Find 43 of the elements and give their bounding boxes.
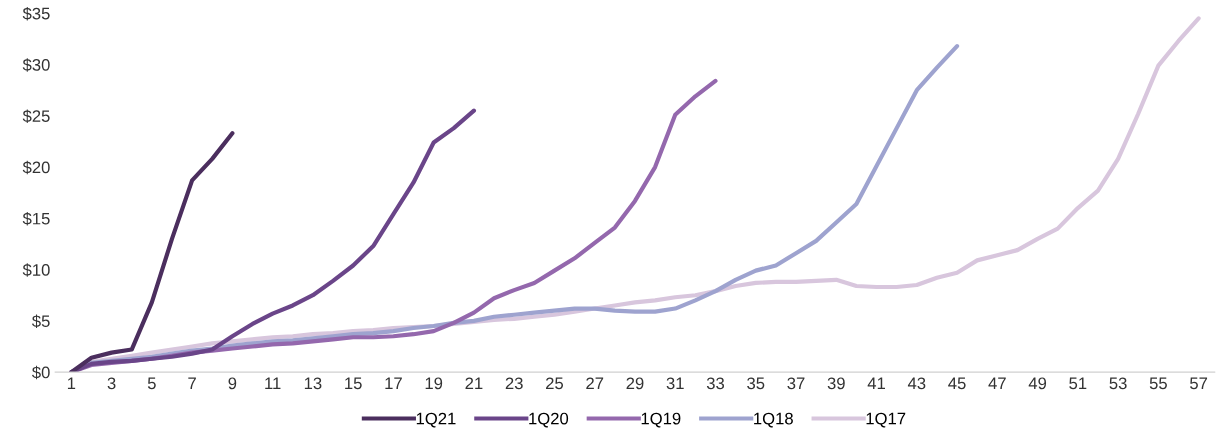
x-tick-label: 43 bbox=[907, 377, 926, 390]
y-tick-label: $5 bbox=[32, 314, 50, 329]
x-tick-label: 25 bbox=[546, 377, 564, 390]
x-tick-label: 23 bbox=[505, 377, 523, 390]
x-tick-label: 31 bbox=[666, 377, 684, 390]
x-tick-label: 9 bbox=[228, 377, 237, 390]
x-tick-label: 3 bbox=[107, 377, 116, 390]
legend-label: 1Q20 bbox=[529, 412, 569, 428]
y-tick-label: $15 bbox=[22, 212, 50, 226]
x-tick-label: 19 bbox=[425, 377, 443, 390]
x-tick-label: 45 bbox=[948, 377, 966, 390]
y-tick-label: $10 bbox=[22, 263, 50, 277]
y-tick-label: $25 bbox=[22, 109, 50, 124]
x-tick-label: 41 bbox=[867, 377, 885, 390]
x-tick-label: 49 bbox=[1028, 377, 1047, 390]
x-tick-label: 39 bbox=[827, 377, 845, 390]
legend-label: 1Q18 bbox=[754, 412, 793, 428]
x-tick-label: 37 bbox=[787, 377, 805, 390]
legend-label: 1Q21 bbox=[416, 412, 456, 428]
legend-label: 1Q19 bbox=[641, 412, 681, 428]
x-tick-label: 57 bbox=[1190, 377, 1208, 390]
x-tick-label: 5 bbox=[147, 377, 156, 390]
x-tick-label: 13 bbox=[304, 377, 322, 390]
line-series bbox=[69, 131, 235, 373]
x-tick-label: 11 bbox=[265, 377, 281, 390]
y-tick-label: $20 bbox=[22, 160, 50, 175]
y-tick-label: $0 bbox=[32, 365, 50, 380]
x-tick-label: 35 bbox=[747, 377, 765, 390]
x-tick-label: 29 bbox=[626, 377, 644, 390]
x-tick-label: 27 bbox=[586, 377, 604, 390]
x-tick-label: 7 bbox=[188, 377, 196, 390]
y-tick-label: $30 bbox=[22, 58, 50, 72]
x-tick-label: 33 bbox=[706, 377, 725, 390]
x-tick-label: 47 bbox=[988, 377, 1006, 390]
legend-label: 1Q17 bbox=[866, 412, 906, 428]
x-tick-label: 21 bbox=[465, 377, 483, 390]
x-tick-label: 1 bbox=[67, 377, 76, 390]
x-tick-label: 15 bbox=[345, 377, 362, 390]
x-tick-label: 51 bbox=[1069, 377, 1087, 390]
y-tick-label: $35 bbox=[22, 6, 50, 21]
x-tick-label: 17 bbox=[385, 377, 402, 390]
x-tick-label: 55 bbox=[1149, 377, 1167, 390]
x-tick-label: 53 bbox=[1109, 377, 1127, 390]
